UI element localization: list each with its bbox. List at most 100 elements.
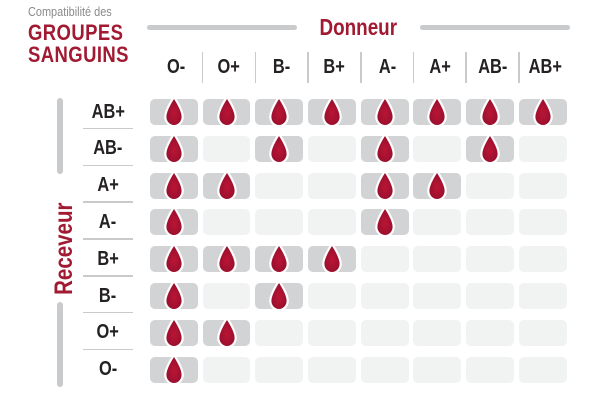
cell-AB+-from-AB--compatible — [466, 95, 514, 128]
cell-B--from-AB+-incompatible — [518, 283, 567, 309]
blood-drop-icon — [164, 95, 184, 128]
grid-row-cells — [150, 243, 567, 275]
cell-A--from-AB+-incompatible — [518, 209, 567, 236]
blood-drop-icon — [164, 132, 184, 164]
header-separator-line — [360, 52, 362, 83]
cell-AB--from-A--compatible — [360, 132, 409, 164]
blood-drop-icon — [269, 279, 290, 312]
blood-drop-icon — [374, 169, 395, 201]
blood-drop-icon — [427, 95, 448, 128]
cell-O+-from-AB--incompatible — [466, 319, 514, 346]
blood-drop-icon — [322, 243, 342, 275]
header-separator-line — [201, 52, 204, 83]
donor-header-A+: A+ — [413, 52, 467, 83]
receiver-label-A+: A+ — [83, 164, 133, 199]
cell-B--from-B--compatible — [255, 279, 304, 312]
cell-AB--from-AB+-incompatible — [518, 135, 567, 162]
cell-O--from-O--compatible — [150, 353, 198, 385]
cell-B+-from-B+-compatible — [308, 243, 356, 275]
cell-O+-from-O+-compatible — [202, 316, 251, 348]
cell-B+-from-A--incompatible — [360, 246, 409, 273]
cell-O--from-A--incompatible — [360, 356, 409, 383]
donor-header-label: A- — [378, 56, 396, 78]
receiver-label-text: B+ — [97, 247, 119, 270]
grid-row-AB+: AB+ — [83, 95, 570, 128]
cell-AB--from-A+-incompatible — [413, 135, 462, 162]
cell-AB+-from-AB+-compatible — [518, 95, 567, 128]
donor-header-label: B+ — [323, 56, 346, 78]
receiver-axis-line-top — [57, 98, 63, 174]
grid-row-O+: O+ — [83, 311, 570, 348]
donor-header-B+: B+ — [308, 52, 362, 83]
cell-AB+-from-A+-compatible — [413, 95, 462, 128]
grid-row-cells — [150, 279, 567, 312]
donor-header-label: O- — [167, 56, 186, 78]
cell-O+-from-AB+-incompatible — [518, 319, 567, 346]
grid-row-O-: O- — [83, 348, 570, 385]
cell-AB+-from-A--compatible — [360, 95, 409, 128]
cell-AB+-from-B+-compatible — [308, 95, 356, 128]
grid-row-cells — [150, 353, 567, 385]
cell-A+-from-O+-compatible — [202, 169, 251, 201]
donor-axis-header: Donneur — [147, 14, 570, 40]
blood-drop-icon — [216, 243, 237, 275]
blood-drop-icon — [269, 95, 290, 128]
cell-O+-from-B--incompatible — [255, 319, 304, 346]
donor-header-O-: O- — [150, 52, 204, 83]
grid-row-cells — [150, 206, 567, 238]
grid-row-A-: A- — [83, 201, 570, 238]
blood-drop-icon — [164, 316, 184, 348]
cell-B+-from-AB+-incompatible — [518, 246, 567, 273]
cell-O+-from-A+-incompatible — [413, 319, 462, 346]
cell-AB--from-O+-incompatible — [202, 135, 251, 162]
header-separator-line — [254, 52, 257, 83]
cell-A+-from-A--compatible — [360, 169, 409, 201]
cell-AB--from-AB--compatible — [466, 132, 514, 164]
cell-A--from-A--compatible — [360, 206, 409, 238]
receiver-axis-line-bottom — [57, 302, 63, 387]
receiver-label-text: O- — [98, 358, 118, 381]
grid-row-cells — [150, 132, 567, 164]
grid-row-B+: B+ — [83, 238, 570, 275]
blood-drop-icon — [216, 316, 237, 348]
donor-column-headers: O- O+ B- B+ A- A+ AB- AB+ — [150, 52, 572, 83]
cell-O--from-O+-incompatible — [202, 356, 251, 383]
donor-header-label: A+ — [429, 56, 451, 78]
donor-header-line-left — [147, 24, 298, 30]
header-separator-line — [307, 52, 309, 83]
grid-row-cells — [150, 316, 567, 348]
grid-row-AB-: AB- — [83, 127, 570, 164]
cell-A--from-AB--incompatible — [466, 209, 514, 236]
grid-row-A+: A+ — [83, 164, 570, 201]
cell-AB+-from-O--compatible — [150, 95, 198, 128]
donor-header-label: AB- — [477, 56, 508, 78]
cell-A--from-B--incompatible — [255, 209, 304, 236]
blood-drop-icon — [374, 95, 395, 128]
receiver-label-AB-: AB- — [83, 127, 133, 162]
receiver-label-B-: B- — [83, 275, 133, 309]
blood-drop-icon — [480, 95, 500, 128]
grid-row-cells — [150, 169, 567, 201]
header-separator-line — [412, 52, 415, 83]
cell-O--from-A+-incompatible — [413, 356, 462, 383]
blood-drop-icon — [374, 206, 395, 238]
blood-drop-icon — [269, 132, 290, 164]
cell-B--from-AB--incompatible — [466, 283, 514, 309]
grid-row-cells — [150, 95, 567, 128]
donor-header-AB-: AB- — [466, 52, 520, 83]
cell-B--from-A--incompatible — [360, 283, 409, 309]
cell-A+-from-AB+-incompatible — [518, 172, 567, 199]
cell-A+-from-A+-compatible — [413, 169, 462, 201]
header-separator-line — [465, 52, 467, 83]
cell-AB--from-B+-incompatible — [308, 135, 356, 162]
receiver-label-text: A+ — [97, 174, 119, 197]
chart-title: Compatibilité des GROUPES SANGUINS — [28, 5, 148, 66]
cell-O--from-B--incompatible — [255, 356, 304, 383]
blood-drop-icon — [164, 206, 184, 238]
donor-header-B-: B- — [255, 52, 309, 83]
receiver-label-O+: O+ — [83, 311, 133, 346]
receiver-label-text: O+ — [96, 321, 120, 344]
blood-drop-icon — [164, 279, 184, 312]
cell-B+-from-O--compatible — [150, 243, 198, 275]
blood-drop-icon — [480, 132, 500, 164]
